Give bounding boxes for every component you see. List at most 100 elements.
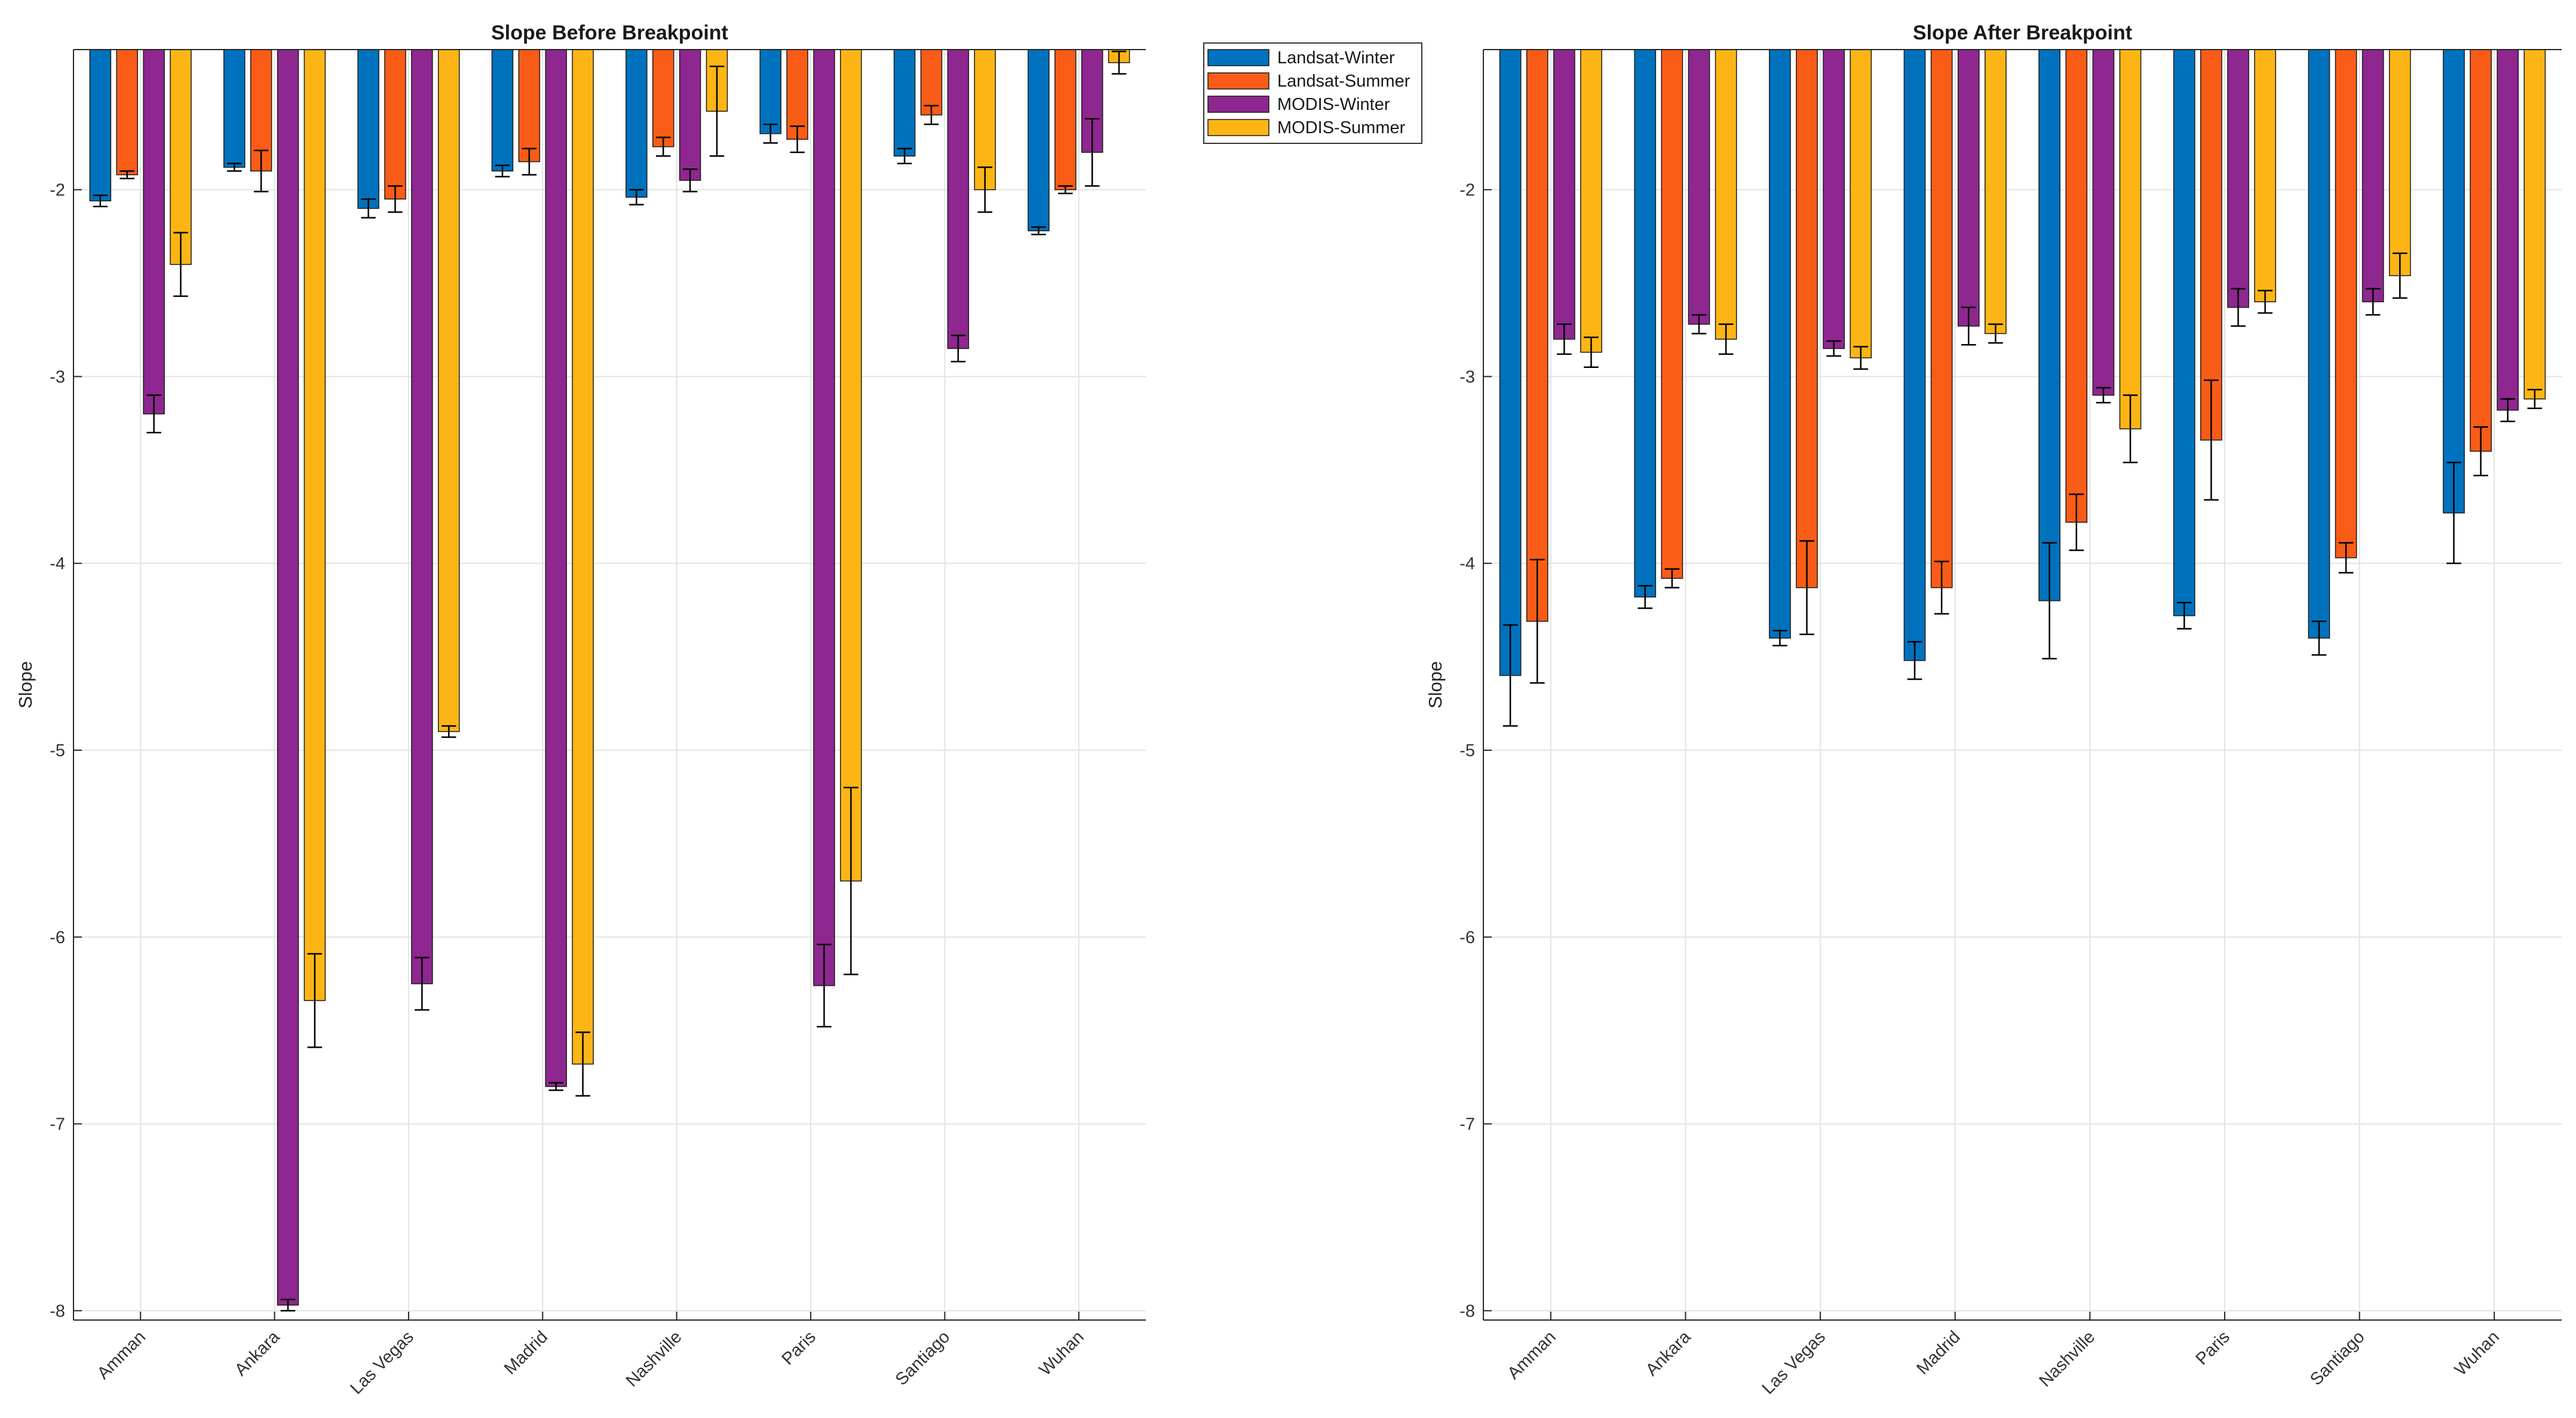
error-bar [1853, 346, 1869, 370]
error-bar [2042, 542, 2057, 659]
bar-landsat-summer-nashville [2065, 49, 2088, 523]
error-bar [897, 148, 912, 165]
error-bar [1031, 226, 1046, 235]
legend-swatch [1207, 96, 1269, 113]
bar-landsat-winter-paris [759, 49, 782, 134]
bars [1499, 49, 2546, 727]
bar-landsat-winter-las-vegas [357, 49, 379, 209]
bar-modis-winter-las-vegas [1823, 49, 1845, 349]
error-bar [629, 189, 644, 205]
error-bar [2176, 601, 2192, 630]
bar-landsat-summer-las-vegas [384, 49, 406, 199]
error-bar [522, 148, 537, 176]
bar-modis-summer-nashville [2119, 49, 2142, 429]
bar-modis-summer-paris [2254, 49, 2276, 303]
bar-landsat-winter-santiago [893, 49, 916, 157]
legend-swatch [1207, 119, 1269, 136]
error-bar [950, 334, 966, 363]
y-tick-label: -7 [1459, 1115, 1475, 1134]
y-axis-label: Slope [1425, 661, 1446, 708]
bar-modis-winter-ankara [1688, 49, 1710, 325]
y-tick-label: -2 [1459, 181, 1475, 200]
bar-landsat-summer-amman [116, 49, 139, 176]
bar-modis-winter-las-vegas [411, 49, 433, 984]
error-bar [1772, 630, 1787, 647]
bar-landsat-summer-paris [786, 49, 808, 140]
error-bar [415, 956, 430, 1011]
legend-label: MODIS-Summer [1277, 118, 1406, 137]
error-bar [924, 105, 939, 125]
bar-modis-summer-amman [170, 49, 192, 265]
error-bar [441, 725, 456, 738]
y-tick-label: -3 [1459, 367, 1475, 386]
error-bar [119, 170, 135, 180]
error-bar [977, 166, 993, 213]
bar-landsat-winter-nashville [2038, 49, 2060, 601]
error-bar [548, 1082, 564, 1091]
bar-modis-summer-paris [840, 49, 862, 882]
error-bar [655, 136, 671, 157]
legend: Landsat-Winter Landsat-Summer MODIS-Wint… [1203, 42, 1422, 144]
bar-landsat-summer-las-vegas [1796, 49, 1818, 588]
y-axis-label: Slope [15, 661, 36, 708]
bar-modis-summer-madrid [572, 49, 594, 1065]
bar-modis-winter-santiago [947, 49, 970, 349]
bar-modis-summer-santiago [2388, 49, 2411, 277]
error-bar [1502, 624, 1518, 727]
y-tick-label: -6 [50, 928, 65, 947]
bar-modis-winter-madrid [1957, 49, 1980, 327]
legend-swatch [1207, 49, 1269, 66]
bar-modis-summer-ankara [1715, 49, 1737, 340]
bar-landsat-winter-amman [89, 49, 112, 202]
bar-landsat-winter-wuhan [2443, 49, 2465, 514]
bar-landsat-summer-nashville [652, 49, 674, 148]
error-bar [2338, 542, 2354, 574]
error-bar [790, 125, 805, 154]
y-tick-label: -8 [50, 1302, 65, 1321]
error-bar [2123, 394, 2138, 464]
bar-landsat-summer-santiago [2335, 49, 2357, 558]
bar-landsat-summer-paris [2200, 49, 2222, 441]
error-bar [2204, 379, 2219, 501]
error-bar [2365, 288, 2381, 316]
error-bar [173, 232, 188, 297]
y-tick-label: -8 [1459, 1302, 1475, 1321]
error-bar [1584, 336, 1599, 368]
bar-landsat-summer-amman [1526, 49, 1548, 622]
error-bar [93, 194, 108, 207]
bar-landsat-summer-ankara [1661, 49, 1683, 579]
bar-landsat-winter-ankara [1634, 49, 1657, 598]
y-tick-label: -5 [50, 741, 65, 760]
error-bar [844, 787, 858, 975]
error-bar [2096, 386, 2111, 404]
legend-entry-modis-summer: MODIS-Summer [1207, 118, 1406, 137]
bar-landsat-winter-nashville [625, 49, 648, 198]
bar-modis-summer-las-vegas [437, 49, 460, 732]
error-bar [709, 65, 725, 157]
error-bar [1826, 340, 1841, 357]
legend-label: Landsat-Summer [1277, 72, 1410, 91]
y-tick-label: -6 [1459, 928, 1475, 947]
bar-modis-winter-paris [2227, 49, 2249, 308]
bar-landsat-winter-wuhan [1028, 49, 1050, 232]
error-bar [1664, 568, 1680, 589]
legend-entry-modis-winter: MODIS-Winter [1207, 95, 1390, 114]
bar-landsat-summer-madrid [518, 49, 541, 162]
grid [73, 50, 1146, 1320]
bar-landsat-winter-santiago [2308, 49, 2330, 639]
bar-landsat-winter-ankara [223, 49, 246, 168]
bar-modis-summer-las-vegas [1850, 49, 1872, 358]
y-tick-label: -7 [50, 1115, 65, 1134]
error-bar [2392, 252, 2408, 299]
error-bar [2500, 398, 2516, 422]
error-bar [388, 185, 403, 213]
legend-swatch [1207, 72, 1269, 90]
error-bar [1111, 50, 1127, 75]
legend-entry-landsat-summer: Landsat-Summer [1207, 72, 1410, 91]
y-tick-label: -2 [50, 181, 65, 200]
bar-modis-winter-paris [813, 49, 835, 986]
error-bar [1799, 540, 1814, 636]
bar-landsat-summer-madrid [1930, 49, 1953, 588]
